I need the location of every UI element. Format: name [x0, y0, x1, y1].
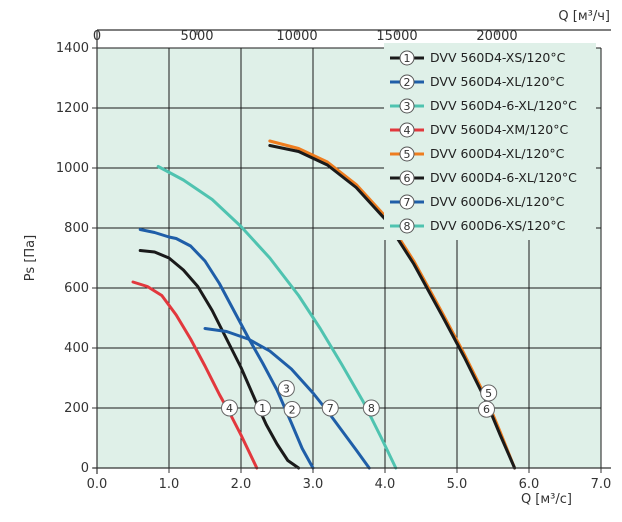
curve-marker-label-2: 2 [289, 404, 296, 417]
legend-marker-label: 4 [404, 124, 411, 137]
curve-marker-circle-3 [277, 380, 295, 397]
curve-marker-label-5: 5 [485, 387, 492, 400]
legend-label-8: DVV 600D6-XS/120°C [430, 218, 566, 233]
legend-marker-label: 7 [404, 196, 411, 209]
curve-marker-circle-4 [220, 399, 238, 417]
legend-label-6: DVV 600D4-6-XL/120°C [430, 170, 577, 185]
legend-marker-label: 1 [404, 52, 411, 65]
y-tick-label: 200 [64, 401, 89, 416]
tick-labels: 0.0 1.0 2.0 3.0 4.0 5.0 6.0 7.0 0 200 400 600 800 100… [56, 29, 611, 492]
legend-marker-label: 3 [404, 100, 411, 113]
top-axis-label: Q [м³/ч] [558, 9, 610, 24]
curve-marker-label-8: 8 [368, 402, 375, 415]
curve-marker-circle-2 [283, 401, 301, 418]
legend-marker-circle [399, 74, 415, 90]
x-tick-label: 5.0 [447, 477, 468, 492]
legend-marker-label: 6 [404, 172, 411, 185]
top-tick-label: 20000 [476, 29, 517, 44]
curve-marker-circle-8 [362, 399, 380, 417]
legend-marker-circle [399, 170, 415, 186]
x-tick-label: 7.0 [591, 477, 612, 492]
curve-marker-label-7: 7 [327, 402, 334, 415]
y-tick-label: 800 [64, 221, 89, 236]
x-tick-label: 4.0 [375, 477, 396, 492]
y-tick-label: 1400 [56, 41, 89, 56]
curve-marker-circle-1 [254, 399, 272, 417]
x-tick-label: 1.0 [159, 477, 180, 492]
legend-label-1: DVV 560D4-XS/120°C [430, 50, 566, 65]
series-curve-1 [138, 249, 301, 470]
x-axis-label: Q [м³/с] [521, 492, 572, 507]
series-curve-2 [138, 228, 315, 470]
x-tick-label: 0.0 [87, 477, 108, 492]
legend-marker-circle [399, 122, 415, 138]
legend-marker-circle [399, 50, 415, 66]
y-tick-label: 0 [81, 461, 89, 476]
curve-marker-label-4: 4 [226, 402, 233, 415]
y-tick-label: 600 [64, 281, 89, 296]
top-tick-label: 15000 [376, 29, 417, 44]
legend-label-5: DVV 600D4-XL/120°C [430, 146, 565, 161]
y-tick-label: 1000 [56, 161, 89, 176]
curve-marker-circle-6 [478, 400, 496, 418]
legend-marker-label: 8 [404, 220, 411, 233]
top-tick-label: 5000 [180, 29, 213, 44]
legend-marker-circle [399, 218, 415, 234]
top-tick-label: 10000 [276, 29, 317, 44]
legend-label-3: DVV 560D4-6-XL/120°C [430, 98, 577, 113]
top-tick-label: 0 [93, 29, 101, 44]
x-tick-label: 3.0 [303, 477, 324, 492]
x-tick-label: 6.0 [519, 477, 540, 492]
curve-markers: 1 2 3 4 5 6 7 8 [220, 380, 498, 418]
y-tick-label: 1200 [56, 101, 89, 116]
legend-marker-label: 5 [404, 148, 411, 161]
legend-marker-label: 2 [404, 76, 411, 89]
legend-label-7: DVV 600D6-XL/120°C [430, 194, 565, 209]
legend-label-2: DVV 560D4-XL/120°C [430, 74, 565, 89]
x-tick-label: 2.0 [231, 477, 252, 492]
series-curve-7 [203, 327, 371, 470]
curve-marker-circle-7 [321, 399, 339, 417]
y-tick-label: 400 [64, 341, 89, 356]
legend-marker-circle [399, 194, 415, 210]
curve-marker-label-1: 1 [259, 402, 266, 415]
axes [93, 29, 611, 474]
curve-marker-label-3: 3 [283, 383, 290, 396]
curve-marker-label-6: 6 [483, 403, 490, 416]
legend-marker-circle [399, 98, 415, 114]
legend-marker-circle [399, 146, 415, 162]
legend: 1 DVV 560D4-XS/120°C 2 DVV 560D4-XL/120°C 3 D… [384, 43, 596, 240]
series-curve-4 [131, 280, 259, 470]
legend-label-4: DVV 560D4-XM/120°C [430, 122, 568, 137]
y-axis-label: Ps [Па] [23, 235, 38, 281]
legend-background [384, 43, 596, 240]
